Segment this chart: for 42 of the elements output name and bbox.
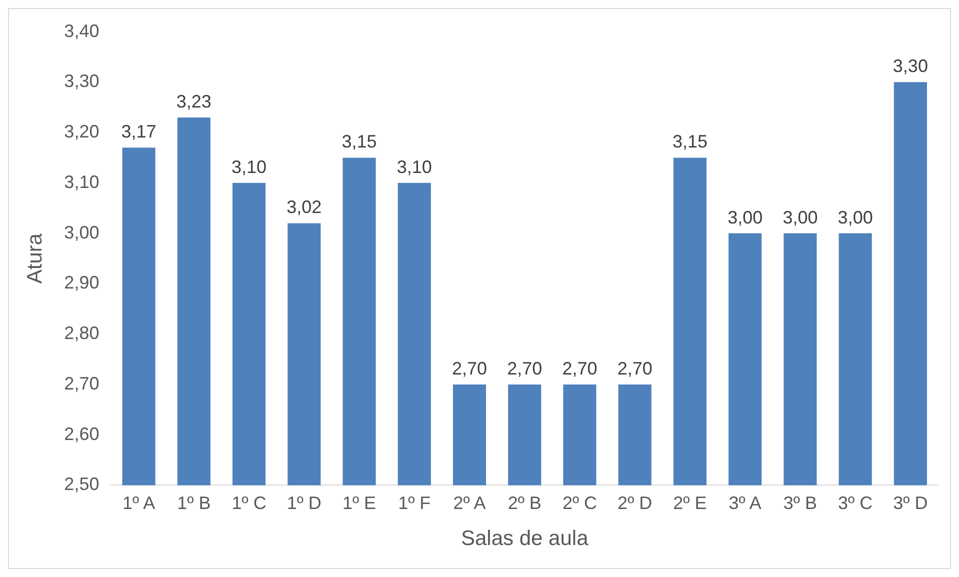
data-label: 2,70 (452, 358, 488, 378)
x-tick-label: 1º B (177, 492, 211, 513)
data-label: 3,30 (892, 56, 928, 76)
data-label: 3,17 (121, 122, 156, 142)
y-tick-label: 3,40 (64, 20, 100, 41)
y-tick-label: 2,50 (64, 474, 100, 494)
x-tick-label: 3º A (728, 492, 762, 513)
x-axis-title: Salas de aula (460, 527, 589, 550)
data-label: 3,00 (782, 207, 818, 228)
x-tick-label: 2º D (618, 492, 652, 513)
y-tick-label: 2,80 (64, 323, 100, 344)
x-tick-label: 1º F (398, 492, 431, 513)
data-label: 3,15 (672, 132, 708, 152)
data-label: 2,70 (617, 358, 652, 378)
x-tick-label: 1º C (232, 492, 266, 513)
data-label: 3,00 (728, 207, 763, 228)
x-tick-label: 2º B (508, 492, 542, 513)
data-label: 3,23 (176, 91, 212, 112)
x-tick-label: 1º D (286, 492, 322, 513)
y-tick-label: 3,30 (64, 71, 100, 92)
y-tick-label: 2,70 (64, 373, 100, 394)
x-tick-label: 1º A (122, 492, 156, 513)
y-axis-title: Atura (23, 233, 46, 284)
x-tick-label: 2º C (562, 492, 598, 513)
x-tick-label: 1º E (342, 492, 376, 513)
data-label: 2,70 (562, 358, 598, 378)
data-label: 3,00 (838, 207, 873, 228)
x-tick-label: 2º E (673, 492, 707, 513)
y-tick-label: 2,90 (64, 272, 100, 293)
y-tick-label: 2,60 (64, 424, 100, 444)
data-label: 2,70 (507, 358, 542, 378)
x-tick-label: 3º C (838, 492, 873, 513)
data-label: 3,10 (396, 156, 432, 177)
y-tick-label: 3,00 (64, 222, 100, 242)
data-label: 3,10 (232, 156, 267, 177)
x-tick-label: 2º A (453, 492, 486, 513)
data-label: 3,15 (342, 132, 377, 152)
y-tick-label: 3,10 (64, 172, 100, 192)
y-tick-label: 3,20 (64, 122, 100, 142)
data-label: 3,02 (286, 197, 322, 218)
x-tick-label: 3º D (893, 492, 928, 513)
x-tick-label: 3º B (783, 492, 817, 513)
